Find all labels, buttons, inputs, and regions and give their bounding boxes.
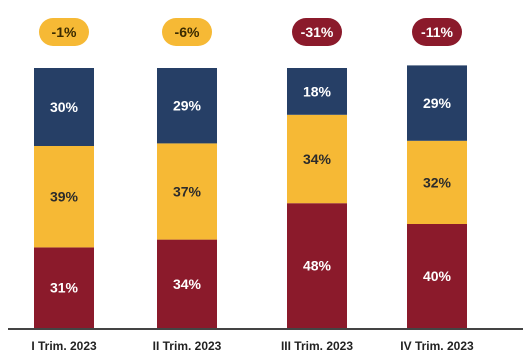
bar-segment-middle-3 <box>287 114 347 204</box>
bar-segment-top-1 <box>34 68 94 146</box>
category-label-3: III Trim. 2023 <box>281 339 353 353</box>
bar-segment-top-4 <box>407 65 467 141</box>
bar-segment-top-2 <box>157 68 217 144</box>
category-label-4: IV Trim. 2023 <box>400 339 474 353</box>
bar-segment-middle-1 <box>34 146 94 248</box>
change-badge-1 <box>39 18 89 46</box>
bar-segment-bottom-1 <box>34 247 94 328</box>
bar-segment-bottom-3 <box>287 203 347 328</box>
change-badge-label-3: -31% <box>301 24 334 40</box>
bar-segment-middle-2 <box>157 143 217 240</box>
change-badge-4 <box>412 18 462 46</box>
bar-segment-bottom-2 <box>157 239 217 328</box>
data-label-middle-1: 39% <box>50 189 79 205</box>
data-label-bottom-4: 40% <box>423 268 452 284</box>
change-badge-2 <box>162 18 212 46</box>
data-label-top-3: 18% <box>303 83 332 99</box>
data-label-middle-3: 34% <box>303 151 332 167</box>
change-badge-3 <box>292 18 342 46</box>
bar-segment-top-3 <box>287 68 347 115</box>
data-label-bottom-2: 34% <box>173 276 202 292</box>
data-label-middle-2: 37% <box>173 184 202 200</box>
data-label-bottom-3: 48% <box>303 258 332 274</box>
data-label-top-1: 30% <box>50 99 79 115</box>
change-badge-label-4: -11% <box>421 24 453 40</box>
change-badge-label-1: -1% <box>52 24 77 40</box>
bar-segment-bottom-4 <box>407 224 467 328</box>
change-badge-label-2: -6% <box>175 24 200 40</box>
category-label-2: II Trim. 2023 <box>153 339 222 353</box>
data-label-top-2: 29% <box>173 98 202 114</box>
data-label-top-4: 29% <box>423 95 452 111</box>
category-label-1: I Trim. 2023 <box>31 339 97 353</box>
data-label-bottom-1: 31% <box>50 280 79 296</box>
data-label-middle-4: 32% <box>423 174 452 190</box>
bar-segment-middle-4 <box>407 140 467 224</box>
